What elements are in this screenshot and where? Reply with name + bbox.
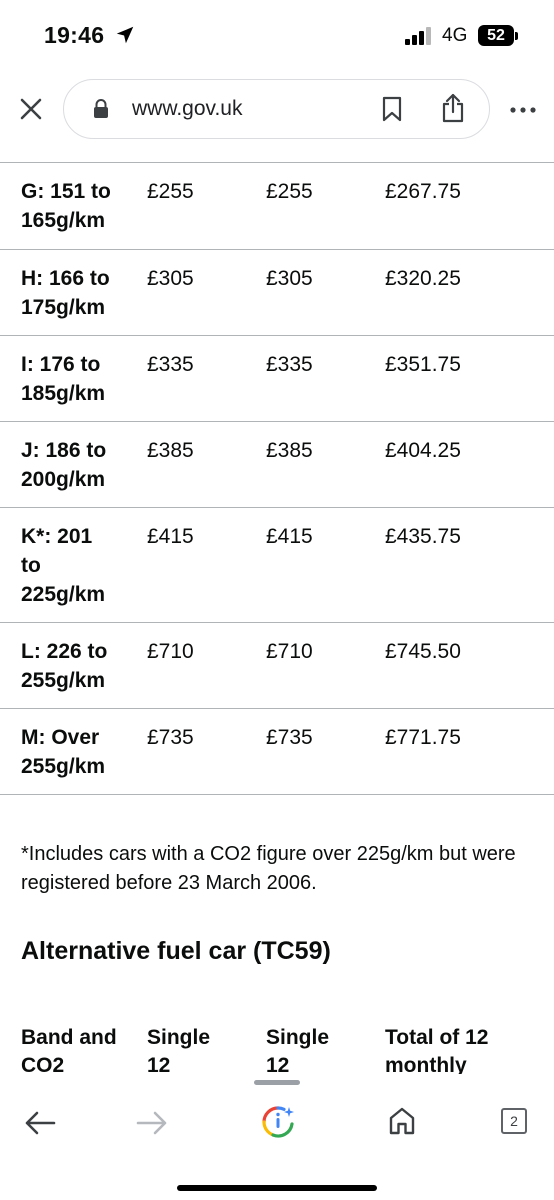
table-row: K*: 201 to 225g/km £415 £415 £435.75 — [0, 507, 554, 622]
single-12-cell: £385 — [266, 439, 313, 462]
section-heading: Alternative fuel car (TC59) — [21, 937, 331, 965]
column-header-single-12: Single 12 — [266, 1026, 330, 1074]
single-12-cell: £305 — [147, 267, 194, 290]
battery-cap — [515, 32, 518, 40]
band-cell: L: 226 to 255g/km — [21, 640, 108, 692]
table-divider — [0, 794, 554, 795]
single-12-cell: £735 — [266, 726, 313, 749]
single-12-cell: £255 — [147, 180, 194, 203]
column-header-single-12: Single 12 — [147, 1026, 211, 1074]
table-row: H: 166 to 175g/km £305 £305 £320.25 — [0, 249, 554, 335]
single-12-cell: £385 — [147, 439, 194, 462]
total-cell: £351.75 — [385, 353, 461, 376]
table-row: J: 186 to 200g/km £385 £385 £404.25 — [0, 421, 554, 507]
google-lens-icon[interactable] — [261, 1105, 295, 1139]
location-arrow-icon — [116, 26, 134, 44]
bottom-toolbar: 2 — [0, 1074, 554, 1200]
close-icon[interactable] — [18, 96, 44, 122]
total-cell: £771.75 — [385, 726, 461, 749]
share-icon[interactable] — [440, 93, 466, 123]
single-12-cell: £415 — [266, 525, 313, 548]
single-12-cell: £710 — [147, 640, 194, 663]
total-cell: £435.75 — [385, 525, 461, 548]
cellular-signal-icon — [405, 27, 433, 45]
band-cell: G: 151 to 165g/km — [21, 180, 111, 232]
band-cell: M: Over 255g/km — [21, 726, 106, 778]
total-cell: £745.50 — [385, 640, 461, 663]
more-options-icon[interactable] — [509, 106, 537, 114]
battery-level: 52 — [478, 25, 514, 46]
column-header-total: Total of 12 monthly — [385, 1026, 489, 1074]
bookmark-icon[interactable] — [380, 96, 404, 122]
vehicle-tax-table: G: 151 to 165g/km £255 £255 £267.75 H: 1… — [0, 162, 554, 795]
total-cell: £267.75 — [385, 180, 461, 203]
total-cell: £320.25 — [385, 267, 461, 290]
lock-icon — [94, 99, 108, 118]
status-bar: 19:46 4G 52 — [0, 0, 554, 72]
band-cell: J: 186 to 200g/km — [21, 439, 107, 491]
forward-arrow-icon[interactable] — [136, 1110, 168, 1136]
address-bar[interactable]: www.gov.uk — [63, 79, 490, 139]
table-row: L: 226 to 255g/km £710 £710 £745.50 — [0, 622, 554, 708]
status-time: 19:46 — [44, 22, 105, 48]
band-cell: H: 166 to 175g/km — [21, 267, 110, 319]
single-12-cell: £735 — [147, 726, 194, 749]
footnote: *Includes cars with a CO2 figure over 22… — [21, 843, 516, 894]
back-arrow-icon[interactable] — [24, 1110, 56, 1136]
column-header-band: Band and CO2 — [21, 1026, 117, 1074]
band-cell: K*: 201 to 225g/km — [21, 525, 106, 606]
table-row: G: 151 to 165g/km £255 £255 £267.75 — [0, 162, 554, 249]
table-row: I: 176 to 185g/km £335 £335 £351.75 — [0, 335, 554, 421]
total-cell: £404.25 — [385, 439, 461, 462]
sheet-handle[interactable] — [254, 1080, 300, 1085]
single-12-cell: £415 — [147, 525, 194, 548]
home-icon[interactable] — [388, 1106, 416, 1136]
single-12-cell: £335 — [266, 353, 313, 376]
band-cell: I: 176 to 185g/km — [21, 353, 106, 405]
table-header-row: Band and CO2 Single 12 Single 12 Total o… — [0, 1024, 554, 1074]
url-text[interactable]: www.gov.uk — [132, 97, 243, 120]
single-12-cell: £710 — [266, 640, 313, 663]
single-12-cell: £335 — [147, 353, 194, 376]
home-indicator — [177, 1185, 377, 1191]
single-12-cell: £255 — [266, 180, 313, 203]
single-12-cell: £305 — [266, 267, 313, 290]
table-row: M: Over 255g/km £735 £735 £771.75 — [0, 708, 554, 794]
network-type: 4G — [442, 25, 468, 46]
tab-switcher-icon[interactable]: 2 — [501, 1108, 527, 1134]
